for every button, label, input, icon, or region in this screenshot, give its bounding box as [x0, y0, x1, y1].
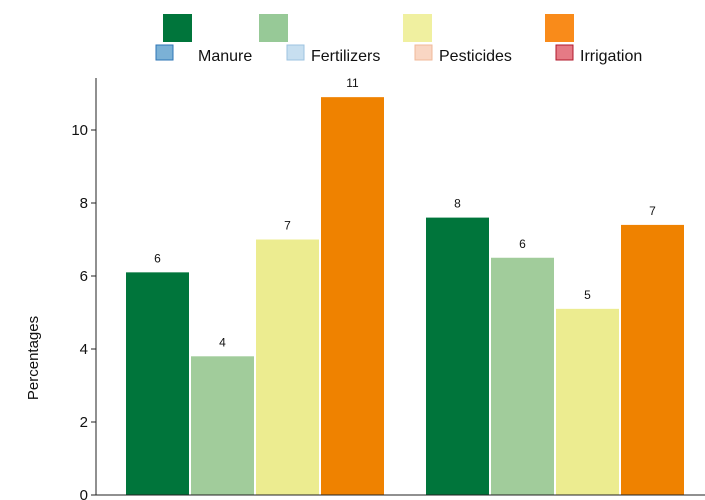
value-label: 8 [454, 197, 461, 211]
value-label: 4 [219, 335, 226, 349]
value-label: 6 [519, 237, 526, 251]
legend-label-irrigation: Irrigation [580, 48, 642, 65]
bar-pesticides-1 [256, 239, 319, 495]
legend-swatch-pesticides [414, 44, 433, 61]
y-tick-label: 6 [80, 268, 88, 285]
legend-swatch-irrigation [555, 44, 574, 61]
y-axis-title: Percentages [25, 316, 42, 400]
value-label: 11 [346, 76, 359, 90]
y-tick-label: 8 [80, 195, 88, 212]
bar-manure-2 [426, 217, 489, 495]
bar-irrigation-2 [621, 224, 684, 495]
value-label: 5 [584, 288, 591, 302]
bar-pesticides-2 [556, 308, 619, 495]
bar-irrigation-1 [321, 97, 384, 496]
y-tick-label: 2 [80, 414, 88, 431]
y-tick-label: 10 [71, 122, 88, 139]
legend: Manure Fertilizers Pesticides Irrigation [155, 14, 642, 65]
value-label: 6 [154, 251, 161, 265]
legend-swatch-manure [155, 44, 174, 61]
bar-fertilizers-1 [191, 356, 254, 495]
bars [126, 97, 684, 496]
value-label: 7 [284, 219, 291, 233]
value-label: 7 [649, 204, 656, 218]
legend-label-fertilizers: Fertilizers [311, 48, 380, 65]
y-tick-label: 0 [80, 487, 88, 500]
legend-color-block [163, 14, 192, 42]
y-axis: 0 2 4 6 8 10 [71, 78, 97, 500]
legend-label-manure: Manure [198, 48, 252, 65]
legend-color-block [403, 14, 432, 42]
legend-swatch-fertilizers [286, 44, 305, 61]
legend-color-block [259, 14, 288, 42]
value-labels: 6 8 4 6 7 5 11 7 [154, 76, 656, 349]
bar-fertilizers-2 [491, 257, 554, 495]
legend-color-block [545, 14, 574, 42]
legend-label-pesticides: Pesticides [439, 48, 512, 65]
y-tick-label: 4 [80, 341, 88, 358]
bar-manure-1 [126, 272, 189, 495]
